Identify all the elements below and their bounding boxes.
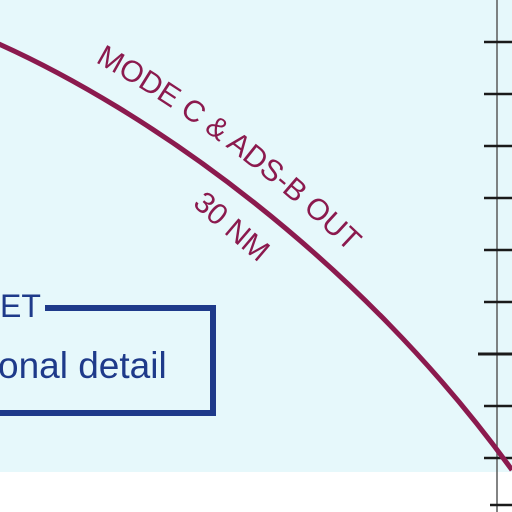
mode-c-boundary-arc <box>0 41 512 472</box>
inset-title: ET <box>0 289 45 323</box>
chart-background <box>0 0 512 472</box>
inset-box <box>0 305 216 416</box>
chart-margin <box>0 472 512 512</box>
latitude-ticks <box>478 40 512 507</box>
inset-text: onal detail <box>0 345 167 386</box>
